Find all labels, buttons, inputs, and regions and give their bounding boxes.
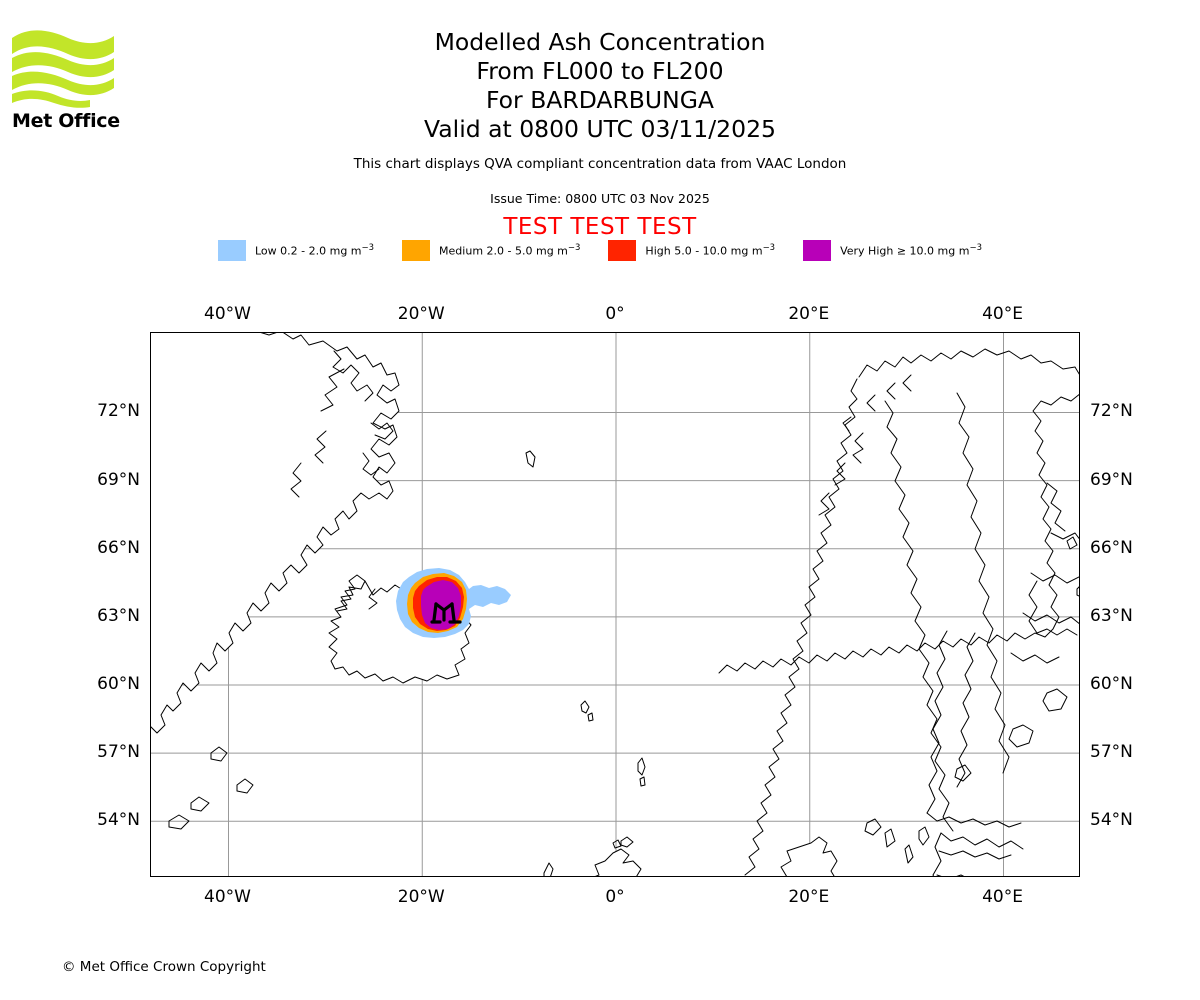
legend-label-very-high: Very High ≥ 10.0 mg m−3	[840, 243, 982, 258]
y-tick-right-0: 72°N	[1090, 401, 1133, 422]
chart-subtitle: This chart displays QVA compliant concen…	[353, 156, 847, 172]
valid-time-line: Valid at 0800 UTC 03/11/2025	[424, 115, 776, 143]
legend-swatch-medium	[402, 240, 431, 261]
volcano-name-line: For BARDARBUNGA	[486, 86, 714, 114]
map-canvas	[151, 333, 1079, 876]
legend-item-high: High 5.0 - 10.0 mg m−3	[608, 240, 775, 261]
legend-swatch-low	[218, 240, 246, 261]
ash-plume-contours	[396, 568, 511, 638]
y-tick-right-4: 60°N	[1090, 673, 1133, 694]
x-tick-bottom-4: 40°E	[982, 887, 1023, 907]
y-tick-left-3: 63°N	[97, 605, 140, 626]
y-tick-right-1: 69°N	[1090, 469, 1133, 490]
y-tick-left-4: 60°N	[97, 673, 140, 694]
graticule-gridlines	[151, 333, 1079, 876]
legend-swatch-very-high	[803, 240, 832, 261]
x-tick-top-2: 0°	[605, 304, 625, 324]
legend-item-very-high: Very High ≥ 10.0 mg m−3	[803, 240, 982, 261]
ash-concentration-map[interactable]: 40°W 40°W 20°W 20°W 0° 0° 20°E 20°E 40°E 40°E 72°N…	[97, 304, 1133, 907]
y-tick-left-1: 69°N	[97, 469, 140, 490]
map-frame	[150, 332, 1080, 877]
y-tick-right-3: 63°N	[1090, 605, 1133, 626]
met-office-logo-text: Met Office	[12, 110, 120, 132]
x-tick-top-3: 20°E	[788, 304, 830, 324]
coastlines	[151, 333, 1079, 876]
x-tick-bottom-3: 20°E	[788, 887, 830, 907]
x-tick-top-1: 20°W	[397, 304, 445, 324]
plume-contour-very-high	[421, 580, 461, 630]
y-tick-left-6: 54°N	[97, 810, 140, 831]
x-tick-bottom-0: 40°W	[204, 887, 251, 907]
met-office-logo: Met Office	[10, 24, 120, 132]
x-tick-top-0: 40°W	[204, 304, 251, 324]
y-tick-right-6: 54°N	[1090, 810, 1133, 831]
y-tick-left-0: 72°N	[97, 401, 140, 422]
met-office-waves-icon	[12, 30, 114, 108]
x-tick-bottom-1: 20°W	[397, 887, 445, 907]
y-tick-left-2: 66°N	[97, 537, 140, 558]
legend-item-low: Low 0.2 - 2.0 mg m−3	[218, 240, 374, 261]
legend-label-medium: Medium 2.0 - 5.0 mg m−3	[439, 243, 581, 258]
legend-item-medium: Medium 2.0 - 5.0 mg m−3	[402, 240, 580, 261]
y-tick-left-5: 57°N	[97, 742, 140, 763]
legend-swatch-high	[608, 240, 637, 261]
copyright-text: © Met Office Crown Copyright	[62, 959, 266, 975]
test-banner: TEST TEST TEST	[503, 214, 697, 240]
y-tick-right-5: 57°N	[1090, 742, 1133, 763]
x-tick-top-4: 40°E	[982, 304, 1023, 324]
flight-level-line: From FL000 to FL200	[476, 57, 724, 85]
volcano-marker-icon	[430, 602, 462, 624]
issue-time-text: Issue Time: 0800 UTC 03 Nov 2025	[490, 191, 710, 206]
legend-label-high: High 5.0 - 10.0 mg m−3	[645, 243, 776, 258]
y-tick-right-2: 66°N	[1090, 537, 1133, 558]
x-tick-bottom-2: 0°	[605, 887, 625, 907]
chart-title-block: Modelled Ash Concentration From FL000 to…	[0, 28, 1200, 144]
concentration-legend: Low 0.2 - 2.0 mg m−3 Medium 2.0 - 5.0 mg…	[0, 240, 1200, 261]
legend-label-low: Low 0.2 - 2.0 mg m−3	[255, 243, 375, 258]
page-title: Modelled Ash Concentration	[434, 28, 766, 56]
